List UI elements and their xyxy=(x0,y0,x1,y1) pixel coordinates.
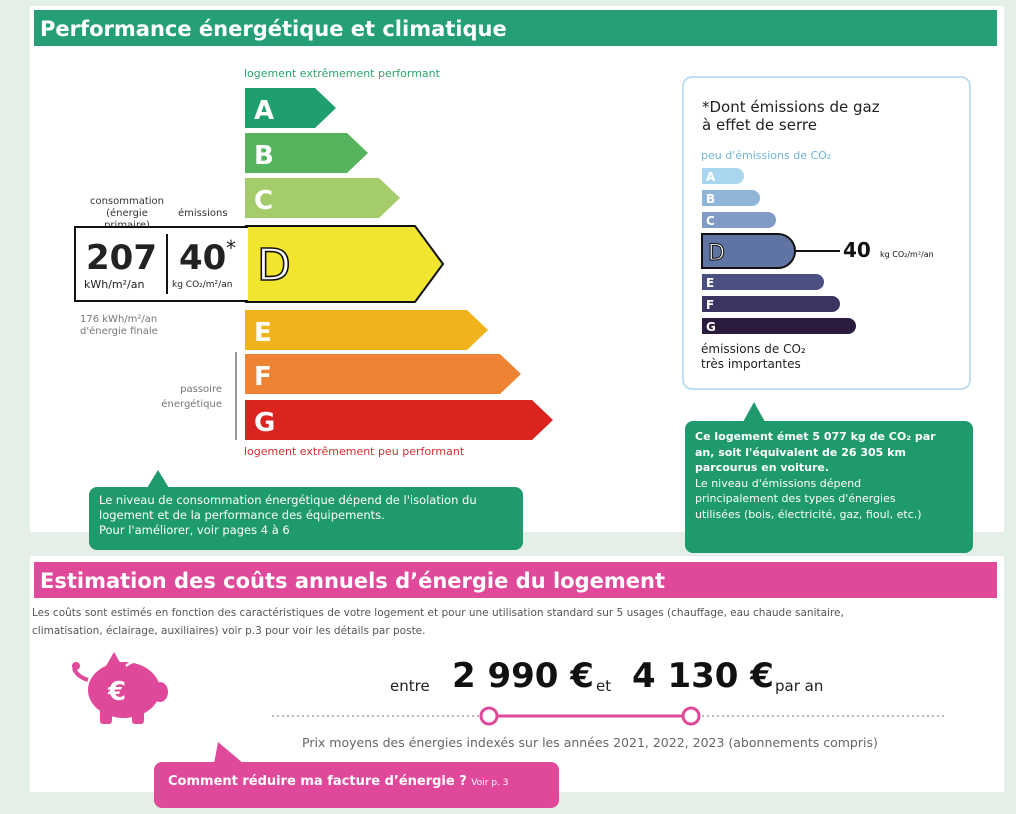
co2-info-line3: utilisées (bois, électricité, gaz, fioul… xyxy=(695,507,922,521)
co2-bottom-line2: très importantes xyxy=(701,357,801,371)
co2-letter-A: A xyxy=(706,170,716,184)
co2-info-bold1: Ce logement émet 5 077 kg de CO₂ par xyxy=(695,430,936,443)
final-energy-line2: d'énergie finale xyxy=(80,326,158,337)
section-title-performance: Performance énergétique et climatique xyxy=(34,10,997,46)
energy-info-line3: Pour l'améliorer, voir pages 4 à 6 xyxy=(99,523,290,537)
cost-low-value: 2 990 € xyxy=(452,656,594,696)
energy-bar-D: D xyxy=(245,225,445,303)
cost-description-line2: climatisation, éclairage, auxiliaires) v… xyxy=(32,625,426,637)
co2-heading-line1: *Dont émissions de gaz xyxy=(702,98,880,116)
reduce-bill-ref: Voir p. 3 xyxy=(471,778,509,788)
reduce-bill-text: Comment réduire ma facture d’énergie ? xyxy=(168,774,467,789)
reduce-bill-link[interactable]: Comment réduire ma facture d’énergie ? V… xyxy=(154,762,559,808)
energy-letter-A: A xyxy=(254,96,274,126)
co2-info-line1: Le niveau d'émissions dépend xyxy=(695,476,862,490)
co2-bar-A: A xyxy=(702,168,744,184)
energy-letter-D: D xyxy=(257,240,291,291)
bottom-performance-label: logement extrêmement peu performant xyxy=(244,445,465,458)
co2-bar-B: B xyxy=(702,190,760,206)
passoire-line1: passoire xyxy=(180,384,222,395)
emissions-asterisk: * xyxy=(226,236,236,260)
energy-bar-E: E xyxy=(245,310,488,350)
energy-bar-A: A xyxy=(245,88,336,128)
co2-bottom-label: émissions de CO₂ très importantes xyxy=(701,342,806,372)
co2-bar-G: G xyxy=(702,318,856,334)
energy-bar-B: B xyxy=(245,133,368,173)
co2-heading: *Dont émissions de gaz à effet de serre xyxy=(702,98,880,134)
co2-value: 40 xyxy=(843,238,871,262)
piggy-euro-symbol: € xyxy=(107,677,126,707)
energy-bar-F: F xyxy=(245,354,521,394)
co2-bar-E: E xyxy=(702,274,824,290)
co2-bar-F: F xyxy=(702,296,840,312)
co2-heading-line2: à effet de serre xyxy=(702,116,817,134)
cost-description: Les coûts sont estimés en fonction des c… xyxy=(32,604,1000,640)
co2-info-bold3: parcourus en voiture. xyxy=(695,461,830,474)
cost-and-label: et xyxy=(596,677,612,695)
piggy-bank-icon: € xyxy=(72,652,168,724)
co2-bar-C: C xyxy=(702,212,776,228)
emissions-unit: kg CO₂/m²/an xyxy=(172,280,233,290)
reduce-bubble-pointer xyxy=(214,742,244,764)
consumption-unit: kWh/m²/an xyxy=(84,278,145,291)
co2-bottom-line1: émissions de CO₂ xyxy=(701,342,806,356)
box-divider xyxy=(166,234,168,294)
co2-info-bold2: an, soit l'équivalent de 26 305 km xyxy=(695,445,906,459)
final-energy-line1: 176 kWh/m²/an xyxy=(80,314,158,325)
energy-letter-B: B xyxy=(254,141,274,171)
cost-range-high-handle xyxy=(681,706,701,726)
co2-letter-D: D xyxy=(708,241,725,266)
co2-bar-D: D xyxy=(701,233,796,269)
section-title-costs: Estimation des coûts annuels d’énergie d… xyxy=(34,562,997,598)
consumption-value: 207 xyxy=(86,238,157,278)
co2-letter-E: E xyxy=(706,276,714,290)
energy-info-bubble: Le niveau de consommation énergétique dé… xyxy=(89,487,523,550)
consumption-emissions-box: 207 kWh/m²/an 40 * kg CO₂/m²/an xyxy=(74,226,248,302)
emissions-value: 40 xyxy=(179,238,227,278)
energy-bar-C: C xyxy=(245,178,400,218)
energy-info-line1: Le niveau de consommation énergétique dé… xyxy=(99,493,477,507)
co2-bubble-pointer xyxy=(743,402,765,422)
cost-range-slider xyxy=(272,706,946,726)
co2-letter-F: F xyxy=(706,298,714,312)
cost-description-line1: Les coûts sont estimés en fonction des c… xyxy=(32,607,844,619)
energy-letter-E: E xyxy=(254,318,272,348)
energy-letter-G: G xyxy=(254,408,275,438)
co2-letter-B: B xyxy=(706,192,715,206)
energy-letter-C: C xyxy=(254,186,273,216)
energy-letter-F: F xyxy=(254,362,272,392)
co2-top-label: peu d'émissions de CO₂ xyxy=(701,149,832,162)
energy-info-line2: logement et de la performance des équipe… xyxy=(99,508,385,522)
top-performance-label: logement extrêmement performant xyxy=(244,67,440,80)
cost-range-low-handle xyxy=(479,706,499,726)
emissions-header: émissions xyxy=(178,208,228,219)
prices-note: Prix moyens des énergies indexés sur les… xyxy=(302,735,878,750)
co2-info-line2: principalement des types d'énergies xyxy=(695,492,896,505)
co2-letter-G: G xyxy=(706,320,716,334)
co2-info-bubble: Ce logement émet 5 077 kg de CO₂ par an,… xyxy=(685,421,973,553)
co2-letter-C: C xyxy=(706,214,715,228)
cost-high-value: 4 130 € xyxy=(632,656,774,696)
passoire-line2: énergétique xyxy=(161,399,222,410)
cost-per-year-label: par an xyxy=(775,677,824,695)
co2-scale: A B C D E F G xyxy=(701,168,856,334)
co2-unit: kg CO₂/m²/an xyxy=(880,250,934,259)
cost-between-label: entre xyxy=(390,677,430,695)
consumption-header: consommation (énergie primaire) xyxy=(89,196,165,231)
energy-bubble-pointer xyxy=(147,470,169,488)
energy-bar-G: G xyxy=(245,400,553,440)
energy-scale: A B C D E F G xyxy=(235,88,553,440)
